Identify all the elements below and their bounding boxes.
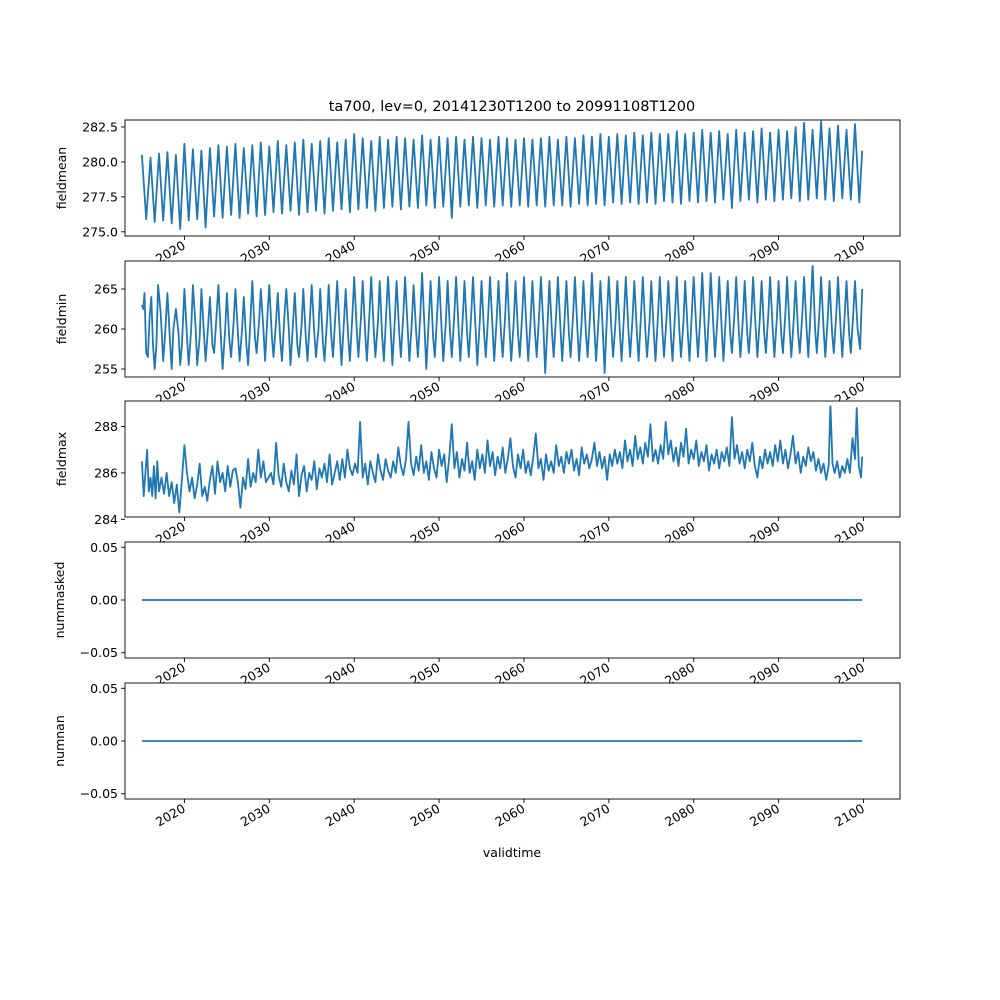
y-tick-label: 0.00 — [90, 734, 118, 749]
y-tick-label: 277.5 — [82, 189, 118, 204]
series-line-fieldmean — [141, 120, 864, 230]
y-tick-label: 280.0 — [82, 154, 118, 169]
y-tick-label: −0.05 — [80, 786, 118, 801]
y-tick-label: 282.5 — [82, 119, 118, 134]
y-tick-label: 0.00 — [90, 593, 118, 608]
y-tick-label: −0.05 — [80, 645, 118, 660]
y-tick-label: 265 — [94, 282, 118, 297]
chart-title: ta700, lev=0, 20141230T1200 to 20991108T… — [329, 99, 696, 115]
y-tick-label: 284 — [94, 512, 118, 527]
panel-overlap-mask — [125, 542, 900, 547]
y-tick-label: 275.0 — [82, 224, 118, 239]
panel-overlap-mask — [125, 683, 900, 688]
y-axis-label: fieldmean — [54, 147, 69, 209]
y-tick-label: 255 — [94, 362, 118, 377]
y-axis-label: numnan — [52, 715, 67, 767]
y-tick-label: 0.05 — [90, 681, 118, 696]
axes-frame — [124, 400, 901, 518]
series-line-fieldmin — [141, 261, 864, 374]
y-axis-label: fieldmax — [54, 432, 69, 486]
panel-overlap-mask — [125, 261, 900, 266]
panel-overlap-mask — [125, 401, 900, 406]
y-axis-label: fieldmin — [54, 294, 69, 345]
y-tick-label: 288 — [94, 419, 118, 434]
axes-frame — [124, 119, 901, 237]
axes-frame — [124, 260, 901, 378]
series-line-fieldmax — [141, 402, 864, 514]
y-tick-label: 286 — [94, 465, 118, 480]
y-tick-label: 0.05 — [90, 540, 118, 555]
y-axis-label: nummasked — [52, 562, 67, 639]
x-axis-label: validtime — [483, 845, 541, 860]
y-tick-label: 260 — [94, 322, 118, 337]
